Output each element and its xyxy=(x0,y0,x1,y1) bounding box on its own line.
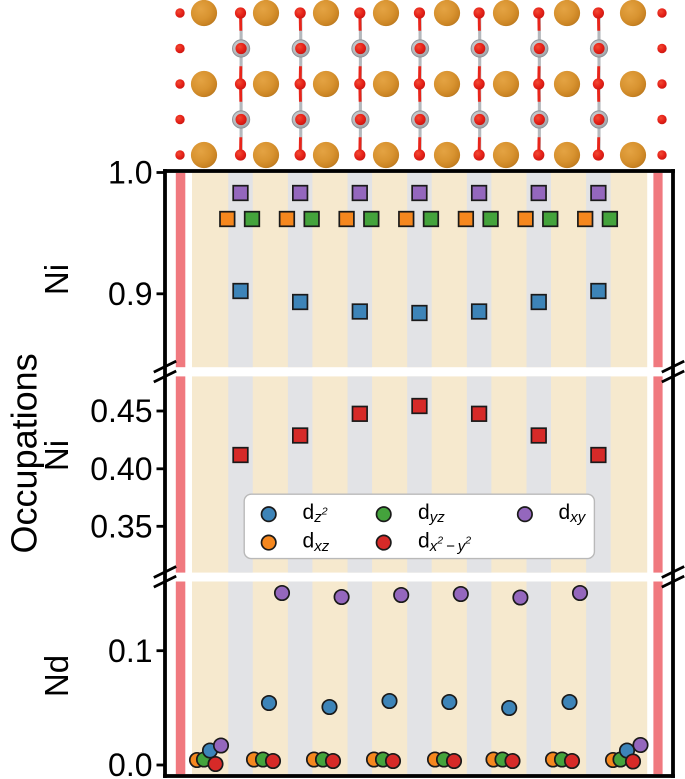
svg-text:0.1: 0.1 xyxy=(108,633,152,669)
svg-text:0.0: 0.0 xyxy=(108,747,152,779)
svg-text:Ni: Ni xyxy=(38,440,75,471)
svg-text:Ni: Ni xyxy=(38,264,75,295)
svg-text:0.35: 0.35 xyxy=(90,509,152,545)
svg-text:1.0: 1.0 xyxy=(108,155,152,191)
svg-text:Occupations: Occupations xyxy=(4,353,45,553)
svg-text:0.40: 0.40 xyxy=(90,451,152,487)
svg-text:0.9: 0.9 xyxy=(108,276,152,312)
svg-text:0.45: 0.45 xyxy=(90,393,152,429)
svg-text:Nd: Nd xyxy=(38,655,75,697)
